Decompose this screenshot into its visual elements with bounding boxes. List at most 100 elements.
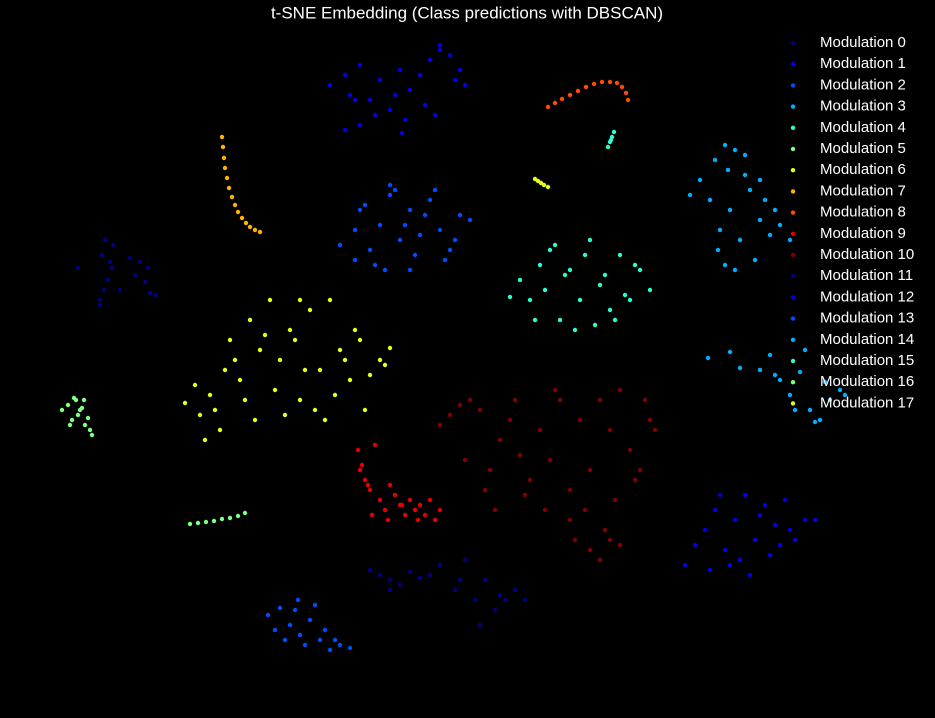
point	[541, 182, 547, 188]
point	[432, 187, 438, 193]
point	[487, 467, 493, 473]
point	[497, 437, 503, 443]
point	[97, 302, 103, 308]
point	[792, 537, 798, 543]
point	[382, 267, 388, 273]
point	[272, 627, 278, 633]
legend-marker	[790, 252, 796, 258]
point	[572, 537, 578, 543]
legend-label: Modulation 2	[820, 76, 906, 93]
point	[812, 419, 818, 425]
point	[715, 247, 721, 253]
point	[462, 457, 468, 463]
point	[787, 527, 793, 533]
point	[542, 507, 548, 513]
point	[607, 307, 613, 313]
point	[612, 317, 618, 323]
point	[392, 92, 398, 98]
point	[467, 397, 473, 403]
point	[807, 407, 813, 413]
point	[362, 202, 368, 208]
point	[337, 242, 343, 248]
point	[637, 267, 643, 273]
point	[267, 297, 273, 303]
point	[559, 96, 565, 102]
point	[542, 287, 548, 293]
point	[527, 477, 533, 483]
point	[357, 337, 363, 343]
point	[292, 337, 298, 343]
legend-marker	[790, 380, 796, 385]
series-points	[687, 142, 793, 273]
point	[627, 297, 633, 303]
point	[802, 517, 808, 523]
point	[377, 497, 383, 503]
point	[152, 292, 158, 298]
point	[557, 317, 563, 323]
point	[427, 572, 433, 578]
point	[577, 417, 583, 423]
point	[567, 267, 573, 273]
point	[787, 237, 793, 243]
point	[427, 497, 433, 503]
point	[623, 90, 629, 96]
point	[387, 577, 393, 583]
legend-marker	[790, 104, 796, 109]
point	[107, 259, 113, 265]
point	[647, 287, 653, 293]
point	[757, 177, 763, 183]
series-points	[265, 597, 353, 653]
point	[352, 327, 358, 333]
point	[752, 537, 758, 543]
point	[382, 362, 388, 368]
point	[727, 562, 733, 568]
point	[377, 222, 383, 228]
point	[437, 507, 443, 513]
point	[812, 517, 818, 523]
point	[195, 520, 201, 526]
point	[252, 417, 258, 423]
point	[447, 412, 453, 418]
point	[567, 517, 573, 523]
legend-label: Modulation 9	[820, 225, 906, 242]
series-points	[507, 237, 653, 333]
point	[705, 355, 711, 361]
legend-marker	[790, 358, 796, 364]
legend-marker	[790, 168, 796, 173]
point	[545, 104, 551, 110]
point	[777, 377, 783, 383]
point	[302, 642, 308, 648]
point	[757, 367, 763, 373]
point	[482, 577, 488, 583]
series-points	[532, 176, 551, 190]
point	[797, 369, 803, 375]
legend-marker	[790, 401, 796, 406]
point	[822, 379, 828, 385]
point	[732, 517, 738, 523]
point	[627, 447, 633, 453]
point	[322, 627, 328, 633]
point	[614, 80, 620, 86]
point	[372, 442, 378, 448]
point	[482, 487, 488, 493]
point	[767, 352, 773, 358]
point	[447, 52, 453, 58]
point	[452, 237, 458, 243]
point	[702, 527, 708, 533]
point	[457, 67, 463, 73]
point	[387, 587, 393, 593]
point	[282, 412, 288, 418]
point	[792, 407, 798, 413]
point	[347, 92, 353, 98]
legend-label: Modulation 8	[820, 204, 906, 221]
point	[282, 637, 288, 643]
point	[717, 492, 723, 498]
point	[292, 607, 298, 613]
point	[557, 397, 563, 403]
point	[232, 202, 238, 208]
point	[432, 517, 438, 523]
point	[437, 562, 443, 568]
point	[497, 592, 503, 598]
legend-label: Modulation 1	[820, 55, 906, 72]
